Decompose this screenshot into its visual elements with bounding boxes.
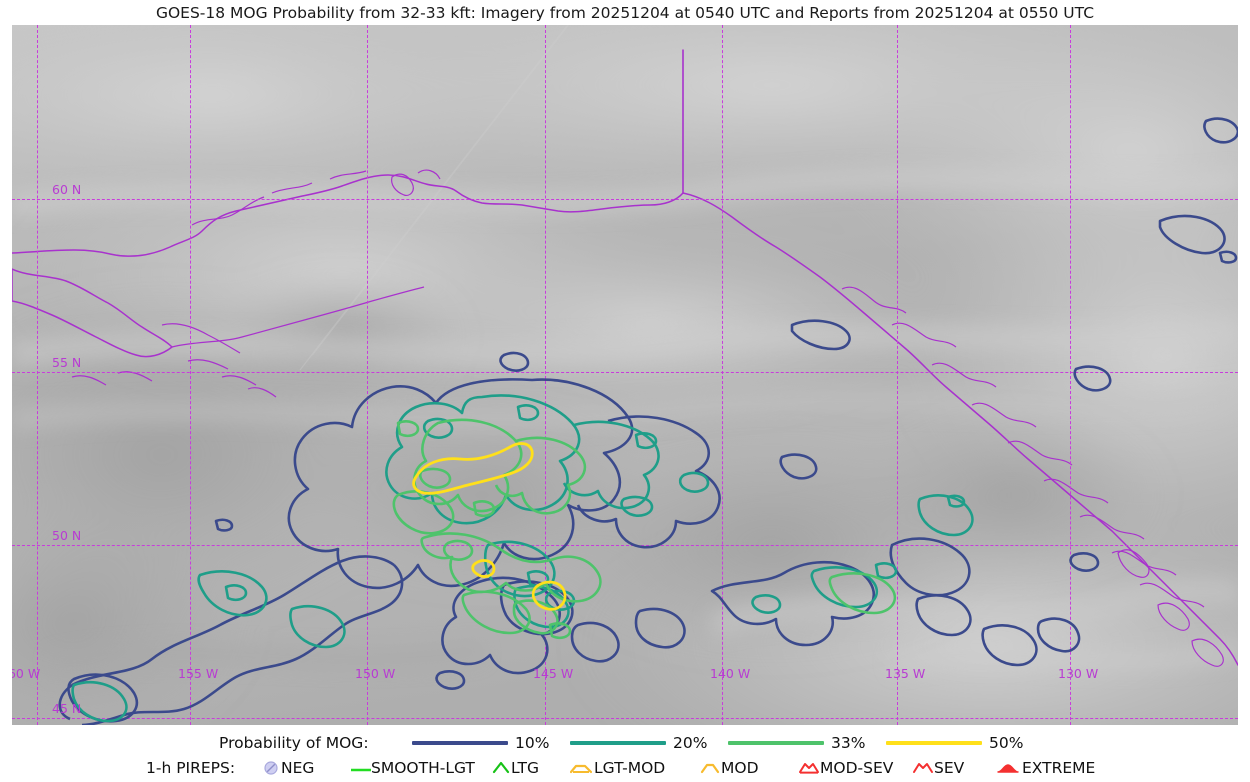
lat-label-45n: 45 N bbox=[52, 701, 82, 716]
mog-probability-contours bbox=[58, 117, 1238, 725]
lon-label-155w: 155 W bbox=[178, 666, 219, 681]
legend-swatch-20pct bbox=[570, 741, 666, 745]
coastline-aleutians bbox=[12, 268, 173, 358]
coastline-alaska bbox=[12, 49, 684, 257]
legend-label-20pct: 20% bbox=[673, 734, 708, 752]
legend-label-neg: NEG bbox=[281, 759, 315, 777]
sev-peak-icon bbox=[913, 763, 933, 773]
lat-label-55n: 55 N bbox=[52, 355, 82, 370]
legend-label-10pct: 10% bbox=[515, 734, 550, 752]
coastline-alaska-peninsula bbox=[171, 286, 425, 348]
lon-label-145w: 145 W bbox=[533, 666, 574, 681]
legend-pireps-title: 1-h PIREPS: bbox=[146, 759, 236, 777]
legend-row-probability: Probability of MOG: 10% 20% 33% 50% bbox=[0, 730, 1250, 756]
lon-label-135w: 135 W bbox=[885, 666, 926, 681]
pirep-mod-icon bbox=[700, 760, 720, 780]
legend-label-33pct: 33% bbox=[831, 734, 866, 752]
legend-row-pireps: 1-h PIREPS: NEG SMOOTH-LGT bbox=[0, 755, 1250, 781]
coastline-north bbox=[191, 170, 367, 226]
page-title: GOES-18 MOG Probability from 32-33 kft: … bbox=[155, 4, 1095, 22]
legend-label-ltg: LTG bbox=[511, 759, 539, 777]
lat-label-50n: 50 N bbox=[52, 528, 82, 543]
legend-label-mod-sev: MOD-SEV bbox=[820, 759, 894, 777]
legend-label-extreme: EXTREME bbox=[1022, 759, 1096, 777]
extreme-filled-triangle-icon bbox=[997, 764, 1019, 773]
legend-swatch-33pct bbox=[728, 741, 824, 745]
lat-label-60n: 60 N bbox=[52, 182, 82, 197]
lon-label-140w: 140 W bbox=[710, 666, 751, 681]
smooth-lgt-line-icon bbox=[351, 768, 371, 772]
contour-10pct-group bbox=[58, 117, 1238, 725]
pirep-lgt-mod-icon bbox=[569, 760, 593, 780]
coastline-kodiak bbox=[71, 323, 277, 398]
contour-33pct-group bbox=[392, 418, 897, 640]
coastline-inlets bbox=[841, 286, 1205, 608]
cloud-streak-group bbox=[12, 167, 1238, 675]
legend-label-50pct: 50% bbox=[989, 734, 1024, 752]
mod-sev-peak-baseline-icon bbox=[799, 763, 819, 774]
contour-50pct-group bbox=[412, 442, 567, 611]
legend: Probability of MOG: 10% 20% 33% 50% 1-h … bbox=[0, 726, 1250, 782]
lon-label-130w: 130 W bbox=[1058, 666, 1099, 681]
satellite-imagery bbox=[12, 25, 1238, 725]
cloud-shadow-group bbox=[12, 275, 1162, 725]
map-panel[interactable]: 60 N 55 N 50 N 45 N 160 W 155 W 150 W 14… bbox=[12, 25, 1238, 725]
legend-probability-title: Probability of MOG: bbox=[219, 734, 369, 752]
legend-label-mod: MOD bbox=[721, 759, 759, 777]
coastline-pws bbox=[391, 169, 441, 196]
lgt-mod-flat-peak-icon bbox=[569, 764, 593, 774]
satellite-raster bbox=[12, 25, 1238, 725]
legend-swatch-50pct bbox=[886, 741, 982, 745]
legend-label-sev: SEV bbox=[934, 759, 965, 777]
legend-label-smooth-lgt: SMOOTH-LGT bbox=[371, 759, 475, 777]
pirep-mod-sev-icon bbox=[798, 760, 820, 780]
legend-label-lgt-mod: LGT-MOD bbox=[594, 759, 666, 777]
mod-chevron-icon bbox=[700, 763, 720, 774]
scan-artifact-group bbox=[299, 25, 569, 371]
ltg-chevron-icon bbox=[492, 761, 510, 774]
pirep-neg-icon bbox=[263, 760, 279, 780]
legend-swatch-10pct bbox=[412, 741, 508, 745]
pirep-ltg-icon bbox=[492, 760, 510, 780]
coastline-panhandle bbox=[682, 192, 1238, 666]
pirep-extreme-icon bbox=[996, 760, 1020, 780]
lon-label-160w: 160 W bbox=[12, 666, 41, 681]
pirep-sev-icon bbox=[912, 760, 934, 780]
geography-overlay bbox=[12, 49, 1238, 667]
pirep-smooth-lgt-icon bbox=[350, 760, 372, 780]
neg-circle-slash-icon bbox=[264, 761, 278, 775]
lon-label-150w: 150 W bbox=[355, 666, 396, 681]
coastline-islands-se bbox=[1117, 549, 1224, 667]
